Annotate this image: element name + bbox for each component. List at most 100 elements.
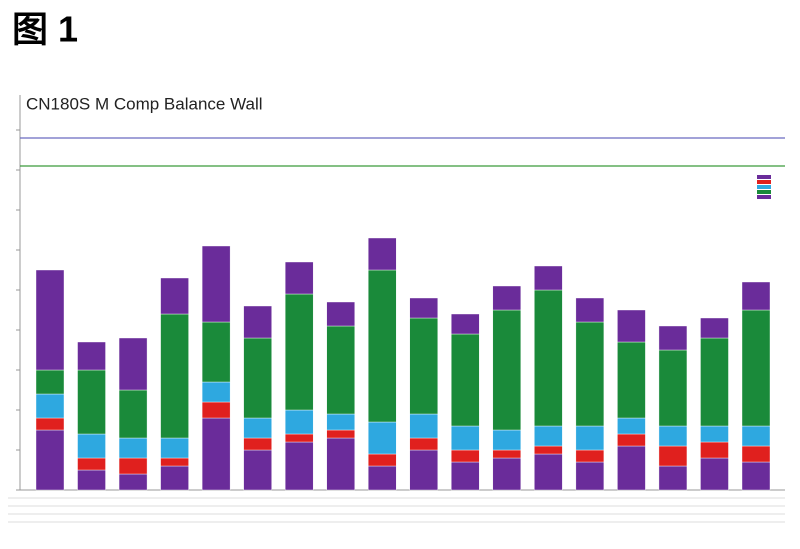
bar-segment — [492, 429, 522, 451]
bar-segment — [77, 457, 106, 471]
bar-segment — [201, 401, 231, 419]
bar-segment — [243, 417, 272, 439]
bar-segment — [451, 425, 480, 451]
bar-segment — [492, 285, 522, 311]
bar-segment — [492, 449, 522, 459]
bar-segment — [492, 309, 522, 431]
table-grid — [8, 497, 785, 523]
legend-swatch — [757, 195, 771, 199]
bar-segment — [534, 265, 563, 291]
bar-segment — [160, 457, 189, 467]
bar-segment — [617, 309, 646, 343]
bar-segment — [284, 409, 314, 435]
bar-segment — [534, 453, 563, 491]
bar-segment — [118, 389, 148, 439]
legend-swatch — [757, 185, 771, 189]
bar-segment — [201, 321, 231, 383]
bar-segment — [201, 417, 231, 491]
bar-segment — [575, 297, 605, 323]
bar-segment — [77, 433, 106, 459]
bar-segment — [284, 293, 314, 411]
bar-segment — [77, 369, 106, 435]
bar-segment — [575, 425, 605, 451]
bar-segment — [35, 417, 65, 431]
bar-segment — [243, 305, 272, 339]
bar-segment — [617, 445, 646, 491]
bar-segment — [617, 417, 646, 435]
bar-segment — [368, 269, 397, 423]
bar-segment — [160, 313, 189, 439]
bar-segment — [700, 425, 729, 443]
bar-segment — [741, 445, 771, 463]
bar-segment — [658, 445, 688, 467]
bar-segment — [451, 313, 480, 335]
bar-segment — [451, 449, 480, 463]
bar-segment — [201, 381, 231, 403]
bar-segment — [284, 261, 314, 295]
bar-segment — [368, 465, 397, 491]
bar-segment — [35, 429, 65, 491]
bar-segment — [534, 289, 563, 427]
chart-title: CN180S M Comp Balance Wall — [26, 94, 263, 113]
bar-segment — [658, 465, 688, 491]
bar-segment — [409, 317, 438, 415]
legend-swatch — [757, 190, 771, 194]
bar-segment — [368, 453, 397, 467]
bar-segment — [451, 333, 480, 427]
bar-segment — [284, 433, 314, 443]
bar-segment — [284, 441, 314, 491]
bar-segment — [326, 429, 355, 439]
bar-segment — [534, 445, 563, 455]
bar-segment — [409, 449, 438, 491]
bar-segment — [326, 325, 355, 415]
bar-segment — [160, 437, 189, 459]
bar-segment — [409, 413, 438, 439]
bar-segment — [700, 317, 729, 339]
bar-segment — [118, 337, 148, 391]
bar-segment — [326, 413, 355, 431]
bar-segment — [741, 461, 771, 491]
bar-segment — [741, 281, 771, 311]
bar-segment — [118, 437, 148, 459]
bar-segment — [658, 325, 688, 351]
bar-segment — [326, 301, 355, 327]
bar-segment — [741, 309, 771, 427]
bar-segment — [35, 393, 65, 419]
bar-segment — [77, 469, 106, 491]
bar-segment — [700, 441, 729, 459]
bar-segment — [617, 433, 646, 447]
bar-segment — [35, 269, 65, 371]
bar-segment — [700, 457, 729, 491]
bar-segment — [451, 461, 480, 491]
bar-segment — [118, 457, 148, 475]
bar-segment — [575, 461, 605, 491]
bar-segment — [409, 437, 438, 451]
bar-segment — [575, 321, 605, 427]
bar-segment — [492, 457, 522, 491]
legend-swatch — [757, 175, 771, 179]
bar-segment — [700, 337, 729, 427]
bar-segment — [534, 425, 563, 447]
bar-segment — [575, 449, 605, 463]
bar-segment — [409, 297, 438, 319]
bar-segment — [243, 437, 272, 451]
bar-segment — [368, 237, 397, 271]
bar-segment — [160, 277, 189, 315]
bar-segment — [201, 245, 231, 323]
bar-segment — [741, 425, 771, 447]
bar-segment — [617, 341, 646, 419]
bar-segment — [326, 437, 355, 491]
bar-segment — [243, 337, 272, 419]
bar-segment — [77, 341, 106, 371]
figure-label: 图 1 — [12, 9, 78, 50]
bar-segment — [658, 425, 688, 447]
bar-segment — [243, 449, 272, 491]
bar-segment — [368, 421, 397, 455]
bar-segment — [658, 349, 688, 427]
bar-segment — [160, 465, 189, 491]
legend-swatch — [757, 180, 771, 184]
bar-segment — [118, 473, 148, 491]
bar-segment — [35, 369, 65, 395]
